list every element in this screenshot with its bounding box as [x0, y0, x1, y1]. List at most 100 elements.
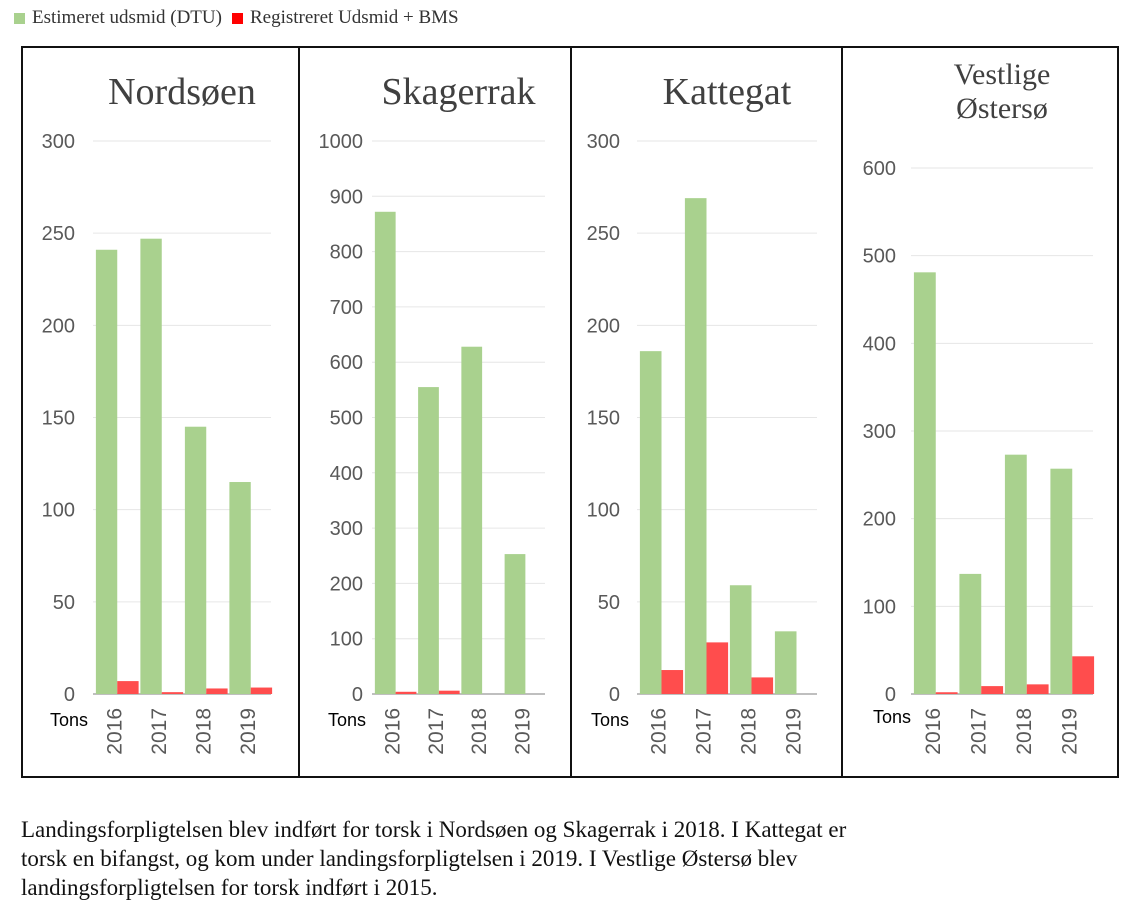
- chart-svg-kattegat: Kattegat 0 50 100 150 200 250 300 2016 2017 2018 20…: [587, 71, 817, 755]
- bar-registered: [161, 692, 184, 694]
- bar-registered: [981, 686, 1004, 694]
- y-tick-label: 800: [330, 242, 363, 264]
- bar-registered: [661, 670, 684, 694]
- bar-registered: [250, 687, 273, 694]
- legend-item-registered: Registreret Udsmid + BMS: [231, 7, 459, 29]
- bar-estimated: [140, 238, 162, 695]
- panel-nordsoen: Nordsøen 0 50 100 150 200 250 300 2016 2017 2018 20…: [23, 48, 298, 776]
- chart-title: Skagerrak: [381, 71, 535, 113]
- x-tick-label: 2018: [468, 708, 491, 755]
- bar-estimated: [95, 249, 118, 695]
- y-tick-label: 0: [609, 684, 620, 706]
- y-tick-label: 600: [330, 352, 363, 374]
- y-tick-label: 100: [587, 500, 620, 522]
- x-tick-label: 2019: [511, 708, 534, 755]
- y-tick-label: 200: [42, 315, 75, 337]
- chart-svg-nordsoen: Nordsøen 0 50 100 150 200 250 300 2016 2017 2018 20…: [42, 71, 273, 755]
- bar-estimated: [1004, 454, 1027, 694]
- x-tick-label: 2019: [1058, 708, 1081, 755]
- bar-estimated: [913, 272, 936, 694]
- bar-estimated: [184, 426, 207, 694]
- bar-estimated: [229, 482, 251, 694]
- x-tick-label: 2017: [425, 708, 448, 755]
- legend-label-registered: Registreret Udsmid + BMS: [249, 7, 459, 28]
- bar-registered: [1072, 656, 1095, 694]
- panel-skagerrak: Skagerrak 0 100 200 300 400 500 600 700 800 900 100…: [297, 48, 570, 776]
- y-tick-label: 1000: [318, 131, 363, 153]
- bar-estimated: [504, 554, 526, 694]
- legend-label-dtu: Estimeret udsmid (DTU): [32, 7, 222, 28]
- y-tick-label: 300: [587, 131, 620, 153]
- y-tick-label: 150: [42, 408, 75, 430]
- y-unit-label: Tons: [591, 710, 629, 730]
- panel-vestlige-ostersoe: Vestlige Østersø 0 100 200 300 400 500 600 2016 20…: [841, 48, 1117, 776]
- x-tick-label: 2018: [192, 708, 215, 755]
- bar-registered: [751, 677, 774, 694]
- y-tick-label: 300: [863, 421, 896, 443]
- y-unit-label: Tons: [873, 707, 911, 727]
- figure-caption: Landingsforpligtelsen blev indført for t…: [21, 815, 1121, 902]
- bar-estimated: [461, 346, 483, 694]
- bar-registered: [117, 681, 139, 694]
- chart-title-line: Østersø: [956, 92, 1048, 125]
- y-tick-label: 900: [330, 186, 363, 208]
- bar-registered: [706, 642, 729, 694]
- bar-estimated: [774, 631, 797, 694]
- bar-registered: [395, 691, 417, 694]
- x-tick-label: 2017: [148, 708, 171, 755]
- y-tick-label: 250: [587, 223, 620, 245]
- chart-title: Nordsøen: [108, 71, 256, 113]
- y-tick-label: 150: [587, 408, 620, 430]
- x-tick-label: 2017: [692, 708, 715, 755]
- y-tick-label: 200: [863, 509, 896, 531]
- x-tick-label: 2018: [737, 708, 760, 755]
- bar-estimated: [374, 211, 396, 694]
- y-tick-label: 250: [42, 223, 75, 245]
- bar-estimated: [418, 387, 439, 694]
- bar-estimated: [1050, 468, 1073, 694]
- legend-swatch-dtu: [14, 12, 25, 24]
- caption-line-2: torsk en bifangst, og kom under landings…: [21, 846, 798, 871]
- chart-title: Kattegat: [663, 71, 792, 113]
- bar-estimated: [639, 351, 662, 694]
- y-tick-label: 50: [53, 592, 75, 614]
- x-tick-label: 2017: [967, 708, 990, 755]
- y-tick-label: 0: [885, 684, 896, 706]
- bar-registered: [438, 690, 460, 694]
- y-tick-label: 300: [42, 131, 75, 153]
- x-tick-label: 2019: [782, 708, 805, 755]
- bar-estimated: [959, 573, 982, 694]
- bar-registered: [935, 692, 958, 694]
- bar-registered: [206, 688, 228, 694]
- y-tick-label: 400: [330, 463, 363, 485]
- y-tick-label: 700: [330, 297, 363, 319]
- chart-title-line: Vestlige: [954, 58, 1051, 91]
- y-tick-label: 100: [863, 596, 896, 618]
- x-tick-label: 2016: [647, 708, 670, 755]
- x-tick-label: 2016: [922, 708, 945, 755]
- chart-legend: Estimeret udsmid (DTU) Registreret Udsmi…: [14, 6, 469, 30]
- y-tick-label: 50: [598, 592, 620, 614]
- chart-panels: Nordsøen 0 50 100 150 200 250 300 2016 2017 2018 20…: [21, 46, 1119, 778]
- x-tick-label: 2018: [1013, 708, 1036, 755]
- caption-line-3: landingsforpligtelsen for torsk indført …: [21, 875, 438, 900]
- legend-item-dtu: Estimeret udsmid (DTU): [14, 7, 222, 29]
- bar-estimated: [729, 585, 752, 694]
- x-tick-label: 2016: [103, 708, 126, 755]
- x-tick-label: 2016: [382, 708, 405, 755]
- caption-line-1: Landingsforpligtelsen blev indført for t…: [21, 817, 847, 842]
- y-tick-label: 600: [863, 158, 896, 180]
- y-unit-label: Tons: [328, 710, 366, 730]
- chart-svg-skagerrak: Skagerrak 0 100 200 300 400 500 600 700 800 900 100…: [318, 71, 545, 755]
- bar-estimated: [684, 198, 707, 695]
- y-tick-label: 500: [330, 408, 363, 430]
- y-unit-label: Tons: [50, 710, 88, 730]
- y-tick-label: 500: [863, 246, 896, 268]
- panel-kattegat: Kattegat 0 50 100 150 200 250 300 2016 2017 2018 20…: [569, 48, 841, 776]
- legend-swatch-registered: [231, 12, 243, 24]
- bar-registered: [1026, 684, 1049, 694]
- y-tick-label: 300: [330, 518, 363, 540]
- y-tick-label: 400: [863, 333, 896, 355]
- y-tick-label: 200: [587, 315, 620, 337]
